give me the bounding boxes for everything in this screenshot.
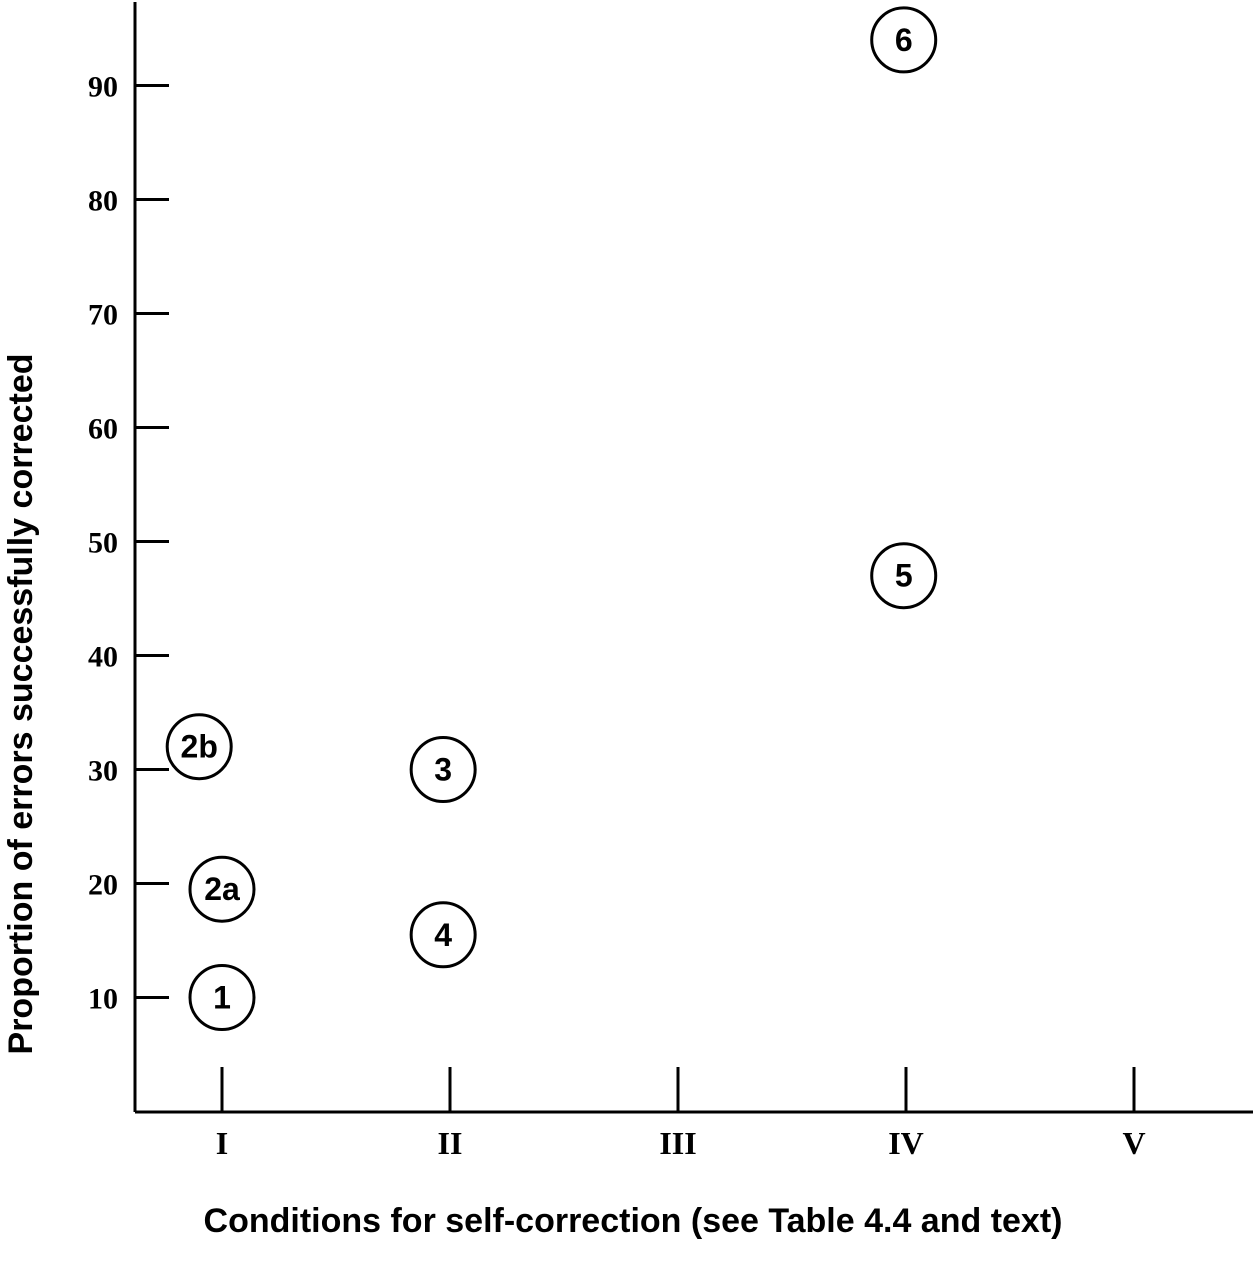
data-point: 6 [870,6,938,74]
data-point-marker [165,713,233,781]
data-point-label: 2b [181,729,218,765]
data-point-marker [188,855,256,923]
y-tick-label: 30 [88,755,118,788]
y-tick-label: 90 [88,71,118,104]
data-points: 1 2a 2b 3 4 5 6 [165,6,938,1031]
data-point-marker [409,901,477,969]
data-point-label: 1 [213,980,231,1016]
data-point: 2b [165,713,233,781]
data-point-label: 2a [204,871,240,907]
data-point-label: 3 [434,752,452,788]
y-axis-ticks: 10 20 30 40 50 60 70 80 90 [88,71,169,1016]
data-point: 5 [870,542,938,610]
x-tick-label: II [438,1125,463,1161]
data-point-marker [409,736,477,803]
y-tick-label: 80 [88,185,118,218]
data-point: 1 [188,964,256,1031]
data-point: 3 [409,736,477,803]
x-tick-label: I [216,1125,228,1161]
data-point-marker [870,6,938,74]
data-point-marker [188,964,256,1031]
x-axis-title: Conditions for self-correction (see Tabl… [204,1202,1063,1240]
data-point-label: 4 [434,917,452,953]
data-point: 2a [188,855,256,923]
x-tick-label: IV [888,1125,924,1161]
y-tick-label: 70 [88,299,118,332]
data-point: 4 [409,901,477,969]
y-axis-title: Proportion of errors successfully correc… [2,354,40,1055]
x-tick-label: III [659,1125,696,1161]
data-point-marker [870,542,938,610]
x-tick-label: V [1122,1125,1145,1161]
data-point-label: 6 [895,22,913,58]
y-tick-label: 50 [88,527,118,560]
y-tick-label: 60 [88,413,118,446]
y-tick-label: 10 [88,983,118,1016]
x-axis-ticks: I II III IV V [216,1067,1146,1161]
y-tick-label: 20 [88,869,118,902]
y-tick-label: 40 [88,641,118,674]
data-point-label: 5 [895,558,913,594]
